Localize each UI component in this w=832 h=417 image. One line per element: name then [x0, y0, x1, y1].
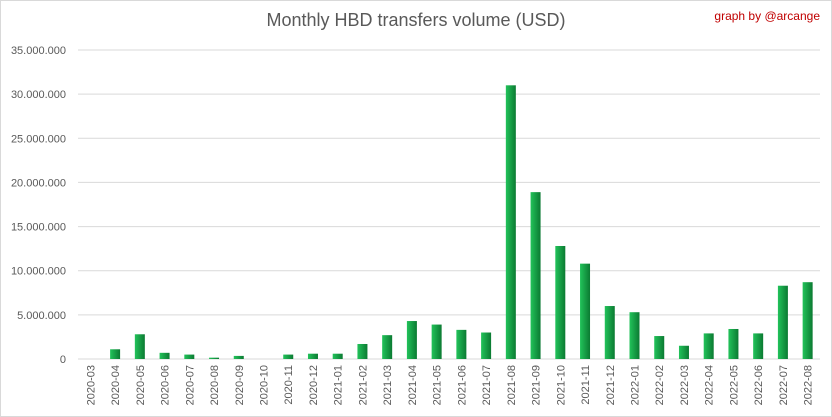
x-tick-label: 2021-05 — [432, 365, 444, 405]
x-tick-label: 2021-04 — [407, 365, 419, 405]
bar-2022-03 — [678, 345, 689, 359]
y-tick-label: 20.000.000 — [11, 177, 66, 189]
x-tick-label: 2022-04 — [704, 365, 716, 405]
bar-2022-04 — [703, 333, 714, 359]
x-tick-label: 2020-05 — [135, 365, 147, 405]
chart-credit: graph by @arcange — [714, 9, 820, 23]
bar-2022-06 — [753, 333, 764, 359]
bar-2021-10 — [555, 245, 566, 359]
y-tick-label: 25.000.000 — [11, 133, 66, 145]
bar-2021-09 — [530, 192, 541, 359]
bars — [110, 85, 813, 360]
y-tick-label: 35.000.000 — [11, 45, 66, 57]
bar-2020-09 — [233, 355, 244, 359]
x-tick-label: 2021-07 — [481, 365, 493, 405]
x-tick-label: 2022-08 — [803, 365, 815, 405]
x-tick-label: 2021-12 — [605, 365, 617, 405]
bar-2022-01 — [629, 312, 640, 359]
x-tick-label: 2022-07 — [778, 365, 790, 405]
x-tick-label: 2021-06 — [456, 365, 468, 405]
x-tick-label: 2020-03 — [85, 365, 97, 405]
x-tick-label: 2021-11 — [580, 365, 592, 405]
x-tick-label: 2022-03 — [679, 365, 691, 405]
x-tick-label: 2022-02 — [654, 365, 666, 405]
bar-2022-07 — [777, 285, 788, 359]
bar-2021-01 — [332, 353, 343, 359]
x-tick-label: 2020-10 — [259, 365, 271, 405]
bar-2020-08 — [209, 357, 220, 359]
bar-2022-02 — [654, 336, 665, 359]
x-tick-label: 2020-06 — [160, 365, 172, 405]
bar-2022-05 — [728, 328, 739, 359]
x-tick-label: 2020-11 — [283, 365, 295, 405]
x-tick-label: 2021-08 — [506, 365, 518, 405]
x-tick-label: 2022-01 — [630, 365, 642, 405]
bar-2021-04 — [406, 321, 417, 359]
x-tick-label: 2020-07 — [184, 365, 196, 405]
x-tick-label: 2020-04 — [110, 365, 122, 405]
bar-2021-11 — [580, 263, 591, 359]
bar-2021-03 — [382, 335, 393, 359]
x-axis-labels: 2020-03 2020-04 2020-05 2020-06 2020-07 2020-… — [85, 365, 814, 405]
y-tick-label: 15.000.000 — [11, 222, 66, 234]
bar-2020-12 — [307, 353, 318, 359]
y-axis-labels: 0 5.000.000 10.000.000 15.000.000 20.000.000… — [11, 45, 66, 366]
bar-2020-06 — [159, 352, 170, 359]
bar-2020-05 — [134, 334, 145, 359]
bar-2021-05 — [431, 324, 442, 359]
x-tick-label: 2021-01 — [333, 365, 345, 405]
bar-2020-04 — [110, 349, 121, 359]
x-tick-label: 2021-03 — [382, 365, 394, 405]
bar-2021-12 — [604, 306, 615, 359]
x-tick-label: 2022-05 — [728, 365, 740, 405]
x-tick-label: 2020-09 — [234, 365, 246, 405]
bar-2021-07 — [481, 332, 492, 359]
bar-2021-08 — [505, 85, 516, 360]
x-tick-label: 2020-12 — [308, 365, 320, 405]
bar-2022-08 — [802, 282, 813, 359]
x-tick-label: 2021-10 — [555, 365, 567, 405]
gridlines — [78, 49, 820, 360]
bar-2021-06 — [456, 329, 467, 359]
y-tick-label: 5.000.000 — [17, 310, 66, 322]
x-tick-label: 2022-06 — [753, 365, 765, 405]
y-tick-label: 0 — [60, 354, 66, 366]
x-tick-label: 2021-09 — [531, 365, 543, 405]
y-tick-label: 30.000.000 — [11, 89, 66, 101]
x-tick-label: 2020-08 — [209, 365, 221, 405]
bar-2020-11 — [283, 354, 294, 359]
bar-2020-07 — [184, 354, 195, 359]
bar-2021-02 — [357, 343, 368, 359]
y-tick-label: 10.000.000 — [11, 266, 66, 278]
x-tick-label: 2021-02 — [357, 365, 369, 405]
chart-title: Monthly HBD transfers volume (USD) — [266, 10, 566, 30]
